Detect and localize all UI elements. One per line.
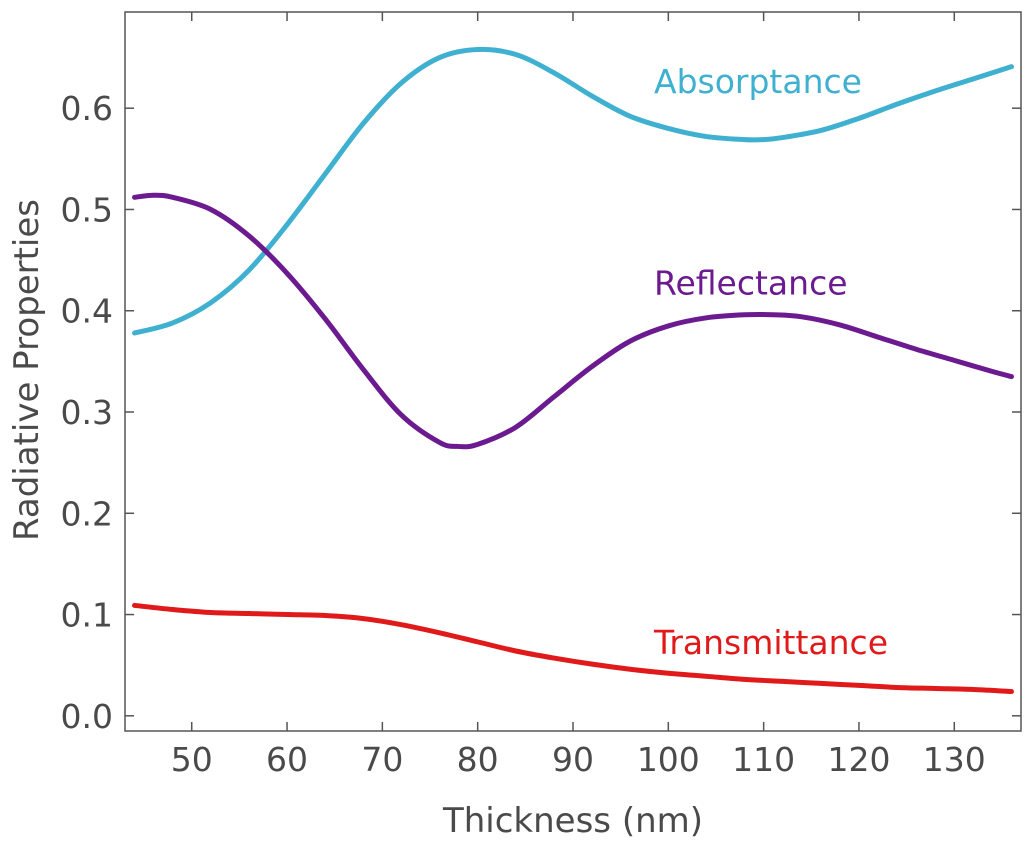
transmittance-line [132,602,1014,695]
reflectance-label: Reflectance [654,263,848,302]
y-tick-label: 0.1 [61,596,113,635]
x-tick-label: 80 [457,740,499,779]
y-tick-label: 0.2 [61,494,113,533]
y-axis-title: Radiative Properties [7,199,47,541]
absorptance-line [132,46,1014,336]
x-tick-label: 100 [637,740,700,779]
x-tick-label: 90 [552,740,594,779]
x-tick-label: 120 [827,740,890,779]
x-axis: 50 60 70 80 90 100 110 120 130 [171,12,986,779]
absorptance-label: Absorptance [654,62,862,101]
y-tick-label: 0.0 [61,697,113,736]
transmittance-label: Transmittance [653,623,888,662]
x-tick-label: 130 [923,740,986,779]
y-tick-label: 0.6 [61,89,113,128]
y-tick-label: 0.4 [61,292,113,331]
y-tick-label: 0.5 [61,190,113,229]
x-axis-title: Thickness (nm) [442,801,703,841]
x-tick-label: 50 [171,740,213,779]
y-tick-label: 0.3 [61,393,113,432]
series-lines: Absorptance Reflectance Transmittance [132,46,1014,695]
y-axis: 0.0 0.1 0.2 0.3 0.4 0.5 0.6 [61,89,1021,736]
x-tick-label: 70 [361,740,403,779]
x-tick-label: 110 [732,740,795,779]
x-tick-label: 60 [266,740,308,779]
reflectance-line [132,192,1014,450]
